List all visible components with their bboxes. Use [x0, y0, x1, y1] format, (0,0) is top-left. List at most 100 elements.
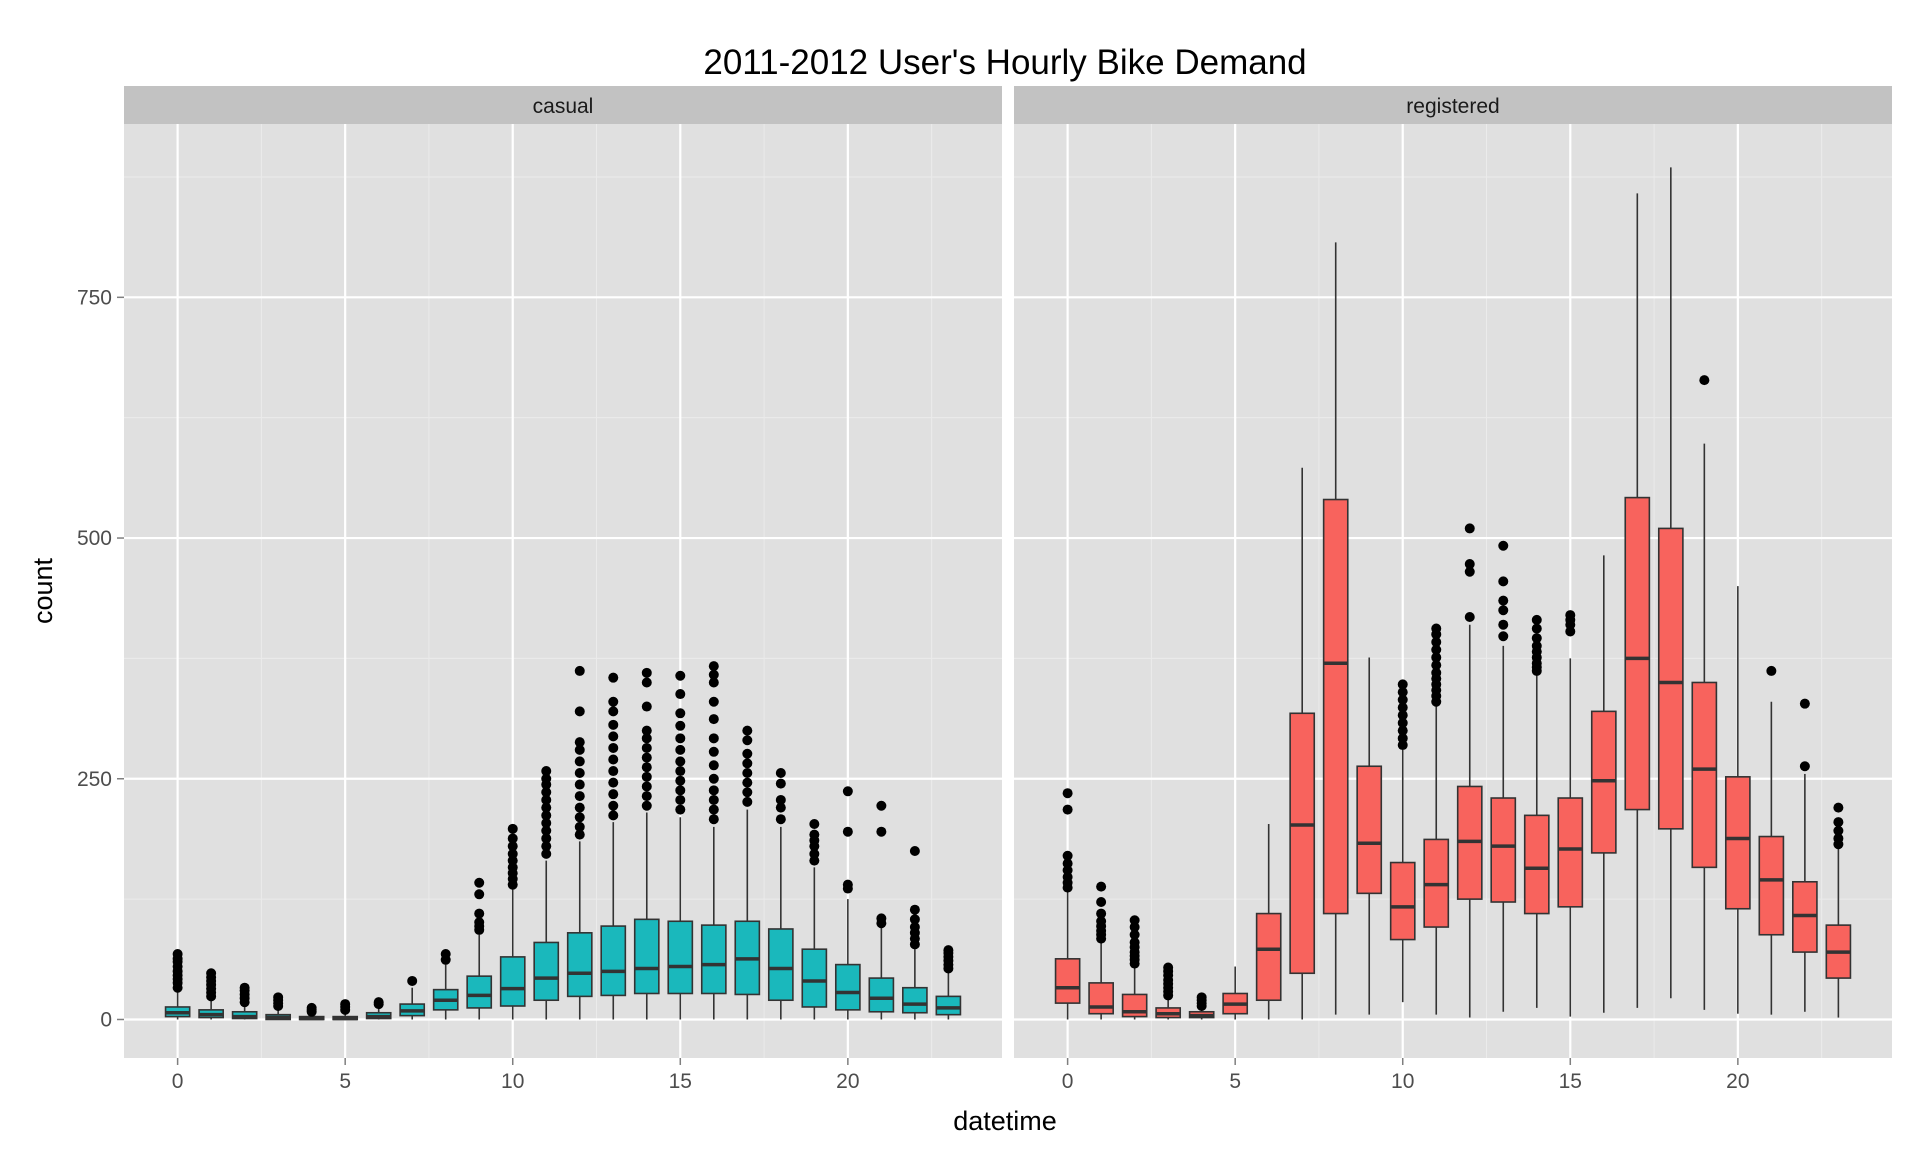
outlier-point — [608, 672, 619, 683]
outlier-point — [1096, 881, 1107, 892]
box-registered-12 — [1456, 523, 1483, 1018]
outlier-point — [507, 841, 518, 852]
x-axis-title: datetime — [953, 1106, 1057, 1136]
outlier-point — [541, 802, 552, 813]
outlier-point — [407, 975, 418, 986]
box-casual-2 — [231, 982, 258, 1020]
box-registered-18 — [1657, 167, 1684, 999]
outlier-point — [775, 794, 786, 805]
outlier-point — [1464, 559, 1475, 570]
outlier-point — [1833, 825, 1844, 836]
outlier-point — [876, 913, 887, 924]
outlier-point — [608, 706, 619, 717]
outlier-point — [574, 665, 585, 676]
box-iqr — [1691, 681, 1718, 869]
outlier-point — [675, 720, 686, 731]
outlier-point — [608, 766, 619, 777]
outlier-point — [608, 800, 619, 811]
outlier-point — [675, 775, 686, 786]
outlier-point — [742, 758, 753, 769]
outlier-point — [608, 777, 619, 788]
facet-strip-casual — [124, 86, 1002, 124]
box-casual-16 — [700, 661, 727, 1020]
outlier-point — [909, 904, 920, 915]
outlier-point — [708, 661, 719, 672]
outlier-point — [809, 848, 820, 859]
outlier-point — [675, 756, 686, 767]
outlier-point — [1498, 540, 1509, 551]
box-iqr — [566, 932, 593, 998]
outlier-point — [474, 889, 485, 900]
outlier-point — [675, 670, 686, 681]
outlier-point — [1096, 908, 1107, 919]
box-casual-17 — [734, 725, 761, 1020]
box-iqr — [1758, 835, 1785, 936]
facet-panel-registered: registered — [1014, 86, 1892, 1058]
outlier-point — [1397, 687, 1408, 698]
outlier-point — [842, 826, 853, 837]
outlier-point — [641, 791, 652, 802]
box-iqr — [499, 956, 526, 1007]
box-casual-0 — [164, 949, 191, 1020]
outlier-point — [1833, 833, 1844, 844]
outlier-point — [541, 766, 552, 777]
outlier-point — [1397, 702, 1408, 713]
outlier-point — [708, 746, 719, 757]
outlier-point — [641, 733, 652, 744]
outlier-point — [775, 814, 786, 825]
outlier-point — [842, 786, 853, 797]
box-iqr — [600, 925, 627, 997]
box-casual-5 — [332, 999, 359, 1021]
y-tick-label: 500 — [77, 527, 112, 550]
box-registered-5 — [1222, 966, 1249, 1020]
facet-panel-casual: casual — [124, 86, 1002, 1058]
outlier-point — [608, 754, 619, 765]
outlier-point — [474, 908, 485, 919]
outlier-point — [775, 767, 786, 778]
outlier-point — [340, 999, 351, 1010]
outlier-point — [708, 677, 719, 688]
outlier-point — [507, 823, 518, 834]
outlier-point — [172, 949, 183, 960]
outlier-point — [1096, 916, 1107, 927]
box-iqr — [1490, 797, 1517, 903]
box-registered-4 — [1188, 992, 1215, 1020]
outlier-point — [1163, 962, 1174, 973]
outlier-point — [541, 810, 552, 821]
box-registered-11 — [1423, 623, 1450, 1015]
box-casual-6 — [365, 997, 392, 1020]
box-registered-19 — [1691, 375, 1718, 1010]
outlier-point — [675, 708, 686, 719]
outlier-point — [1498, 576, 1509, 587]
outlier-point — [943, 945, 954, 956]
outlier-point — [1397, 725, 1408, 736]
outlier-point — [742, 748, 753, 759]
outlier-point — [574, 829, 585, 840]
outlier-point — [742, 725, 753, 736]
x-tick-label: 0 — [172, 1070, 184, 1093]
box-iqr — [1657, 527, 1684, 830]
outlier-point — [641, 701, 652, 712]
outlier-point — [675, 689, 686, 700]
outlier-point — [641, 667, 652, 678]
outlier-point — [742, 777, 753, 788]
box-registered-1 — [1088, 881, 1114, 1020]
y-tick-label: 0 — [100, 1008, 112, 1031]
box-iqr — [1356, 765, 1383, 895]
y-axis-title: count — [28, 557, 58, 624]
outlier-point — [1397, 679, 1408, 690]
outlier-point — [1431, 623, 1442, 634]
box-iqr — [633, 918, 660, 995]
outlier-point — [775, 802, 786, 813]
outlier-point — [1699, 375, 1710, 386]
box-casual-4 — [298, 1002, 325, 1021]
outlier-point — [1397, 694, 1408, 705]
outlier-point — [809, 819, 820, 830]
box-iqr — [935, 995, 962, 1016]
box-casual-3 — [265, 992, 292, 1021]
box-iqr — [834, 963, 861, 1011]
outlier-point — [608, 719, 619, 730]
outlier-point — [842, 879, 853, 890]
facet-label-registered: registered — [1406, 95, 1499, 118]
outlier-point — [608, 731, 619, 742]
